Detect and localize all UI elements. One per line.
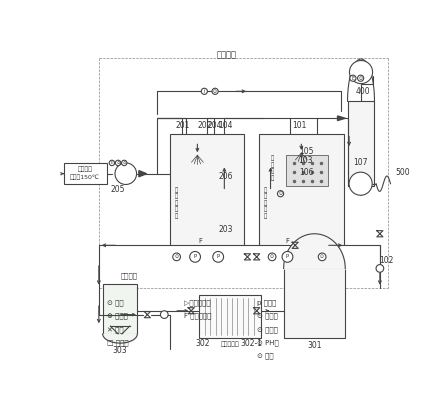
- Text: E: E: [351, 76, 354, 81]
- Text: 201: 201: [175, 122, 190, 131]
- Circle shape: [173, 253, 180, 261]
- Text: 302-1: 302-1: [240, 339, 262, 348]
- Bar: [348, 101, 374, 186]
- Circle shape: [358, 75, 364, 81]
- Text: P: P: [286, 254, 289, 259]
- Bar: [259, 184, 344, 245]
- Text: □ 过滤器: □ 过滤器: [106, 339, 128, 346]
- Text: 303: 303: [113, 346, 127, 355]
- Text: ⊙ 测压点: ⊙ 测压点: [256, 313, 278, 319]
- Text: 皮
层
压
差: 皮 层 压 差: [271, 156, 275, 181]
- Text: F 液体流量计: F 液体流量计: [183, 313, 211, 319]
- Polygon shape: [338, 116, 345, 121]
- Text: 液
位
控
制
计: 液 位 控 制 计: [175, 187, 178, 219]
- Circle shape: [115, 160, 121, 166]
- Text: ⊙: ⊙: [270, 254, 274, 259]
- Text: 206: 206: [219, 171, 233, 180]
- Text: 205: 205: [111, 185, 125, 194]
- Circle shape: [109, 160, 115, 166]
- Circle shape: [121, 160, 127, 166]
- Text: 202: 202: [197, 122, 211, 131]
- Text: 101: 101: [292, 122, 306, 131]
- Text: ⊙: ⊙: [123, 161, 126, 165]
- Text: ⊙: ⊙: [358, 76, 363, 81]
- Text: E: E: [111, 161, 113, 165]
- Text: ⊙: ⊙: [117, 161, 120, 165]
- Text: F: F: [198, 238, 202, 244]
- Text: 102: 102: [379, 256, 393, 265]
- Text: ▷气体流量计: ▷气体流量计: [183, 300, 210, 306]
- Text: 302: 302: [195, 339, 210, 348]
- Circle shape: [212, 88, 218, 94]
- Text: 105: 105: [299, 147, 314, 156]
- Bar: [171, 134, 244, 245]
- Bar: [64, 163, 106, 184]
- Text: ⊙ 分析: ⊙ 分析: [256, 352, 273, 359]
- Text: ⊙: ⊙: [175, 254, 179, 259]
- Circle shape: [349, 172, 372, 195]
- Bar: [171, 184, 244, 245]
- Text: 107: 107: [354, 158, 368, 167]
- Bar: [103, 284, 137, 334]
- Bar: [259, 134, 344, 245]
- Text: i: i: [204, 89, 205, 94]
- Text: 滤液去滤场: 滤液去滤场: [220, 341, 239, 347]
- Text: ⊙ 密度计: ⊙ 密度计: [256, 326, 278, 333]
- Text: 106: 106: [299, 168, 314, 177]
- Bar: [286, 155, 328, 186]
- Text: 温度＜150℃: 温度＜150℃: [70, 174, 100, 180]
- Circle shape: [213, 251, 224, 262]
- Text: ⊙ PH计: ⊙ PH计: [256, 339, 279, 346]
- Circle shape: [115, 163, 136, 184]
- Text: p 测温点: p 测温点: [256, 300, 276, 306]
- Circle shape: [350, 60, 373, 84]
- Text: ⊙: ⊙: [320, 254, 324, 259]
- Circle shape: [160, 311, 168, 319]
- Text: F: F: [285, 238, 289, 244]
- Text: ⊙: ⊙: [279, 191, 283, 196]
- Text: 500: 500: [396, 168, 410, 177]
- Text: P: P: [217, 254, 220, 259]
- Text: 203: 203: [219, 225, 233, 235]
- Text: ⊗ 柴排泵: ⊗ 柴排泵: [106, 313, 128, 319]
- Text: 氢氧化钙: 氢氧化钙: [121, 273, 138, 279]
- Text: 104: 104: [219, 122, 233, 131]
- Text: 含硫尾气: 含硫尾气: [78, 166, 93, 172]
- Circle shape: [282, 251, 293, 262]
- Text: 液
位
控
制
计: 液 位 控 制 计: [264, 187, 267, 219]
- Text: ⊙: ⊙: [213, 89, 217, 94]
- Text: 301: 301: [307, 341, 322, 350]
- Text: 103: 103: [298, 156, 312, 165]
- Polygon shape: [139, 171, 147, 177]
- Bar: [103, 303, 137, 334]
- Text: 400: 400: [355, 87, 370, 96]
- Text: P: P: [194, 254, 197, 259]
- Bar: [284, 303, 345, 338]
- Text: ✕ 阀门: ✕ 阀门: [106, 326, 123, 333]
- Circle shape: [318, 253, 326, 261]
- Bar: [199, 295, 260, 338]
- Circle shape: [268, 253, 276, 261]
- Text: ⊙ 风机: ⊙ 风机: [106, 300, 123, 306]
- Text: 系统压差: 系统压差: [217, 51, 237, 60]
- Circle shape: [190, 251, 201, 262]
- Circle shape: [201, 88, 207, 94]
- Bar: [284, 268, 345, 338]
- Circle shape: [350, 75, 356, 81]
- Text: 204: 204: [207, 122, 222, 131]
- Circle shape: [277, 191, 284, 197]
- Circle shape: [376, 264, 384, 272]
